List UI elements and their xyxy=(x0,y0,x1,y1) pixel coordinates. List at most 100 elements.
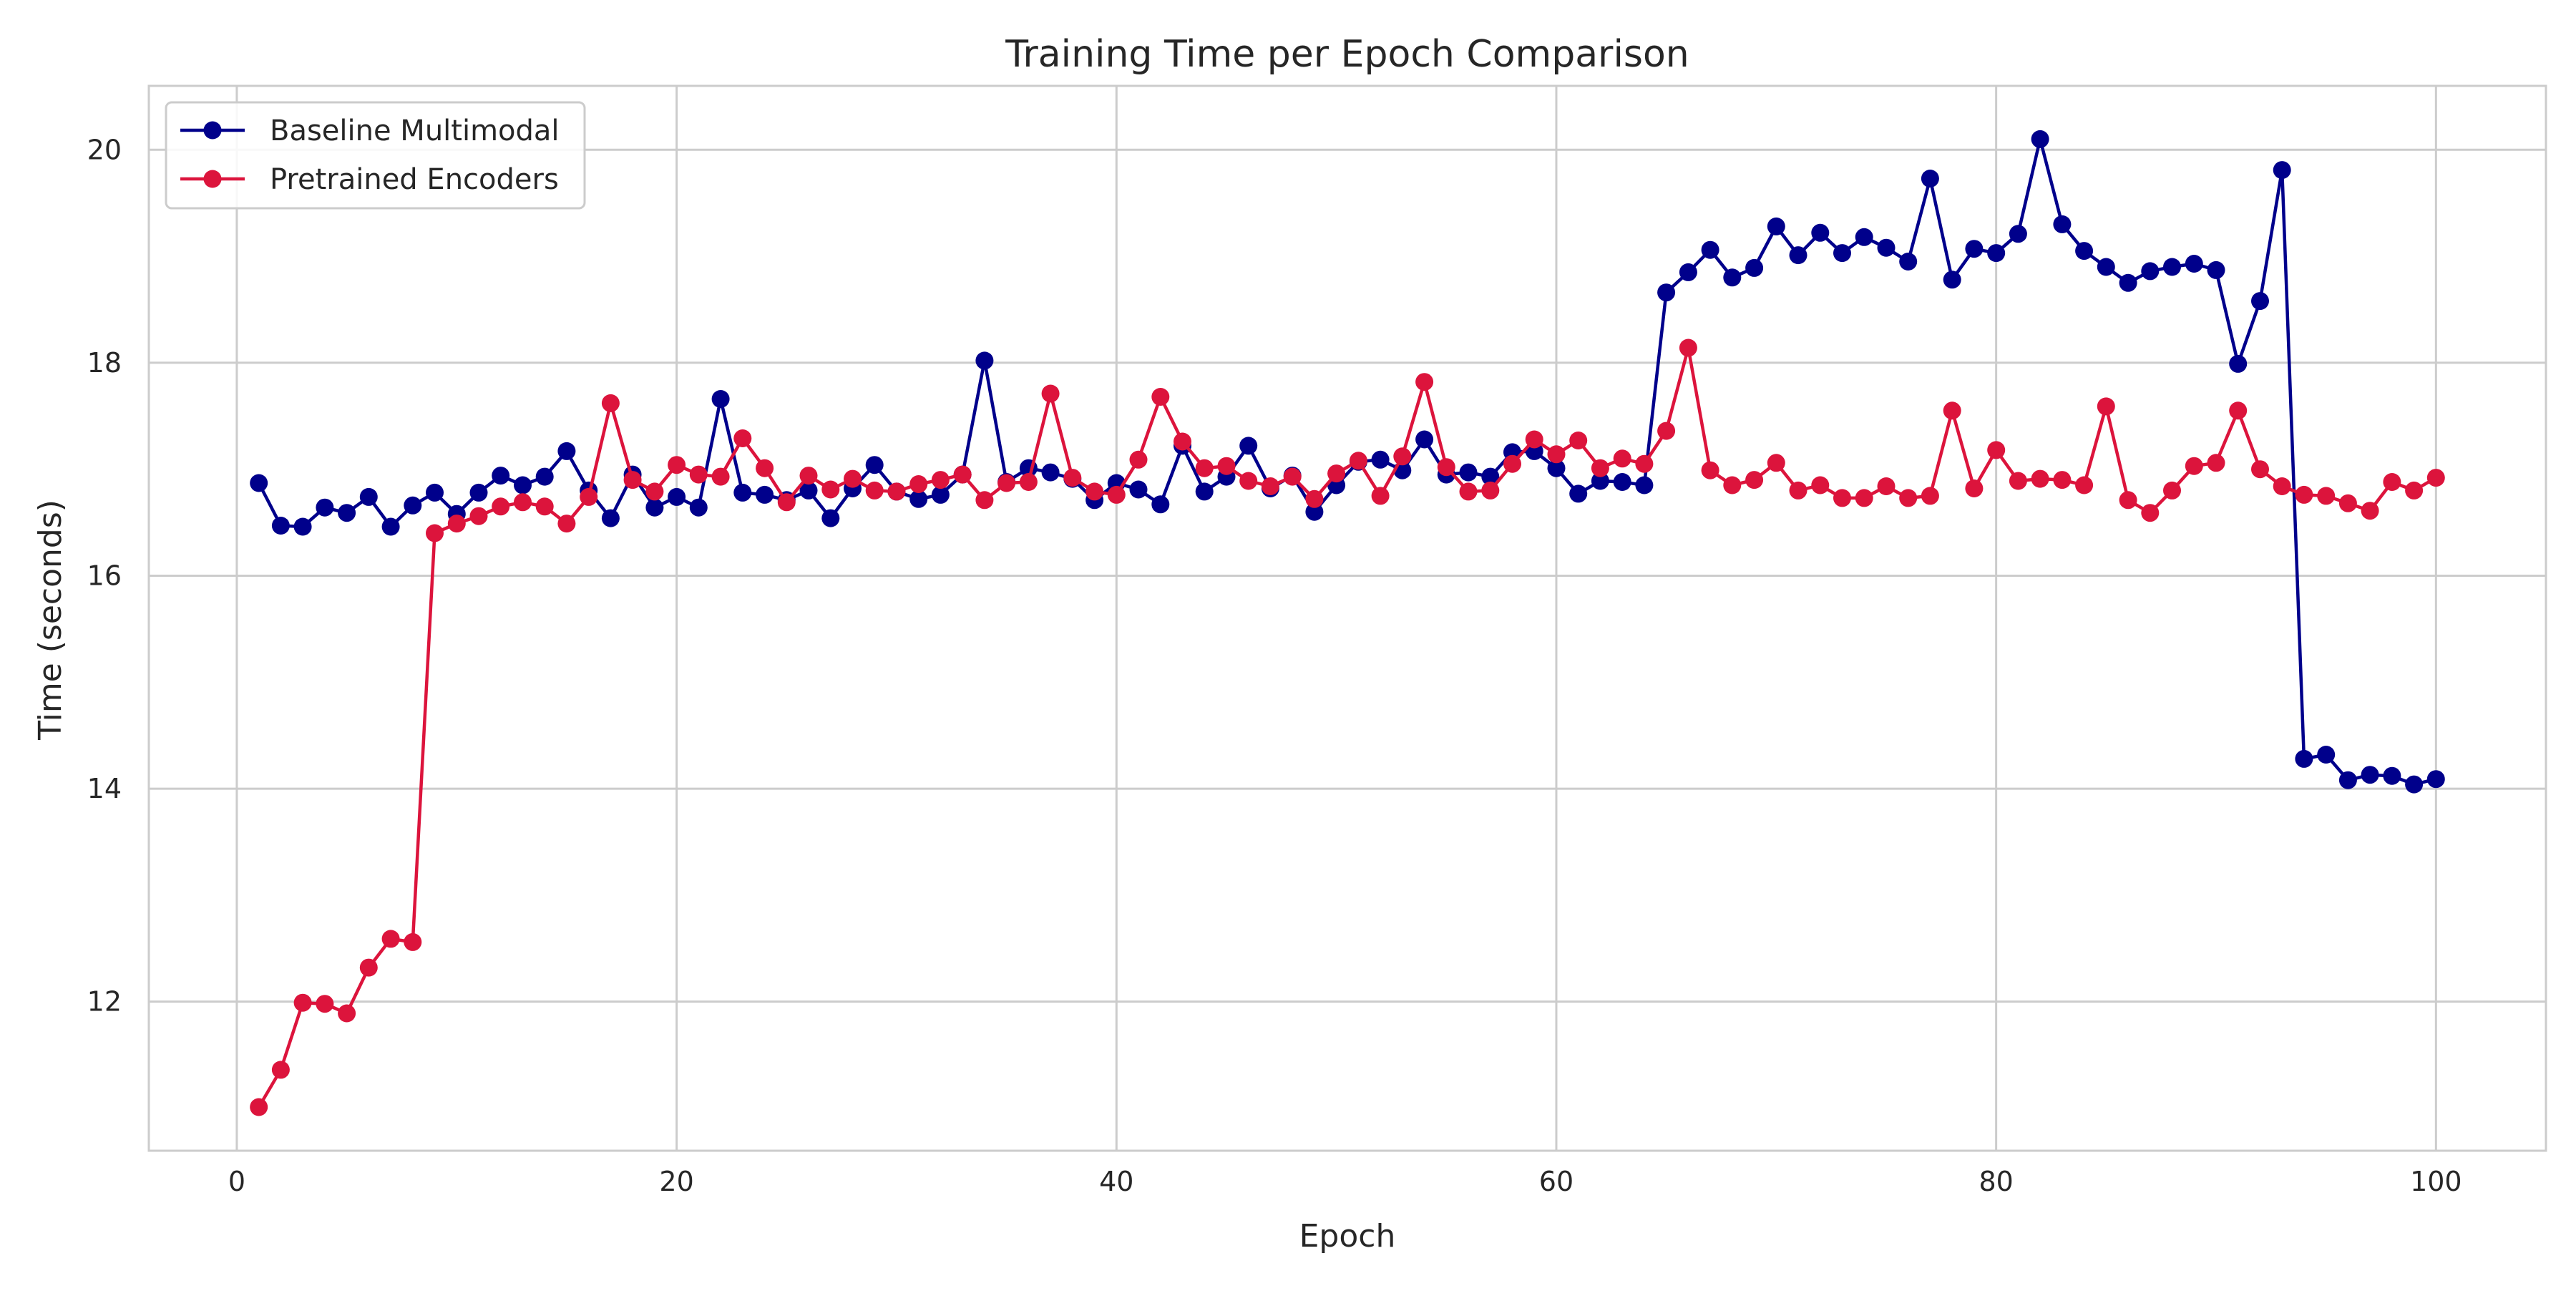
data-point xyxy=(2295,749,2313,768)
data-point xyxy=(799,467,818,485)
data-point xyxy=(931,471,950,489)
data-point xyxy=(1195,482,1214,501)
x-tick-label: 100 xyxy=(2410,1166,2462,1197)
data-point xyxy=(1327,464,1346,483)
data-point xyxy=(381,517,400,536)
data-point xyxy=(1239,472,1258,490)
data-point xyxy=(1855,228,1873,246)
data-point xyxy=(1745,471,1764,489)
series-layer xyxy=(250,130,2445,1116)
data-point xyxy=(1943,271,1961,289)
data-point xyxy=(711,467,730,486)
data-point xyxy=(975,491,994,510)
data-point xyxy=(1371,450,1390,469)
data-point xyxy=(1899,253,1918,271)
data-point xyxy=(1481,481,1500,500)
data-point xyxy=(865,456,884,474)
data-point xyxy=(2119,273,2137,292)
data-point xyxy=(2405,775,2424,794)
data-point xyxy=(1855,489,1873,507)
legend-item: Pretrained Encoders xyxy=(180,163,559,196)
data-point xyxy=(2317,746,2336,764)
data-point xyxy=(1305,502,1324,521)
data-point xyxy=(2009,225,2027,243)
data-point xyxy=(1041,463,1060,482)
data-point xyxy=(1305,489,1324,508)
data-point xyxy=(2338,494,2357,512)
data-point xyxy=(1877,238,1896,257)
data-point xyxy=(426,524,444,542)
data-point xyxy=(887,482,906,501)
data-point xyxy=(1063,469,1082,487)
data-point xyxy=(293,517,312,536)
data-point xyxy=(689,465,708,484)
data-point xyxy=(601,509,620,527)
data-point xyxy=(2141,262,2160,281)
data-point xyxy=(469,483,488,502)
data-point xyxy=(668,456,686,474)
data-point xyxy=(1723,268,1742,287)
data-point xyxy=(514,476,532,495)
legend-label: Pretrained Encoders xyxy=(270,163,559,196)
x-tick-label: 80 xyxy=(1979,1166,2013,1197)
data-point xyxy=(535,497,554,516)
data-point xyxy=(1789,246,1807,265)
data-point xyxy=(404,932,422,951)
data-point xyxy=(1459,482,1478,501)
x-tick-label: 60 xyxy=(1539,1166,1574,1197)
data-point xyxy=(1591,472,1609,490)
data-point xyxy=(1657,283,1676,302)
data-point xyxy=(1635,454,1654,473)
data-point xyxy=(359,487,378,506)
data-point xyxy=(2163,258,2181,276)
data-point xyxy=(250,1098,268,1116)
data-point xyxy=(953,465,972,484)
data-point xyxy=(1503,454,1521,473)
data-point xyxy=(2053,215,2072,233)
data-point xyxy=(1129,450,1148,469)
data-point xyxy=(1811,223,1830,242)
series-line xyxy=(257,346,2437,1109)
data-point xyxy=(1437,458,1455,477)
data-point xyxy=(250,474,268,492)
data-point xyxy=(756,459,774,477)
data-point xyxy=(2141,504,2160,522)
data-point xyxy=(2361,502,2379,520)
data-point xyxy=(1745,258,1764,277)
data-point xyxy=(293,993,312,1012)
data-point xyxy=(668,487,686,506)
data-point xyxy=(1701,461,1719,479)
legend: Baseline Multimodal Pretrained Encoders xyxy=(165,101,586,210)
data-point xyxy=(1481,467,1500,486)
data-point xyxy=(1723,476,1742,495)
data-point xyxy=(821,480,840,499)
data-point xyxy=(601,394,620,412)
data-point xyxy=(1239,437,1258,455)
data-point xyxy=(645,482,664,501)
data-point xyxy=(2075,242,2094,260)
data-point xyxy=(1921,170,1939,187)
data-point xyxy=(1393,447,1412,466)
data-point xyxy=(2207,260,2225,279)
data-point xyxy=(756,485,774,504)
data-point xyxy=(997,474,1016,492)
data-point xyxy=(426,483,444,502)
data-point xyxy=(2097,397,2115,416)
data-point xyxy=(1899,489,1918,507)
data-point xyxy=(1943,401,1961,420)
data-point xyxy=(2338,771,2357,789)
x-axis-label: Epoch xyxy=(1299,1218,1396,1255)
data-point xyxy=(975,351,994,370)
data-point xyxy=(2405,481,2424,500)
x-tick-label: 40 xyxy=(1099,1166,1133,1197)
data-point xyxy=(909,475,928,493)
data-point xyxy=(1987,441,2006,459)
data-point xyxy=(1547,459,1566,477)
data-point xyxy=(1613,449,1631,468)
legend-item: Baseline Multimodal xyxy=(180,115,560,147)
data-point xyxy=(1129,480,1148,499)
data-point xyxy=(1415,373,1434,391)
data-point xyxy=(909,489,928,508)
data-point xyxy=(2097,258,2115,276)
